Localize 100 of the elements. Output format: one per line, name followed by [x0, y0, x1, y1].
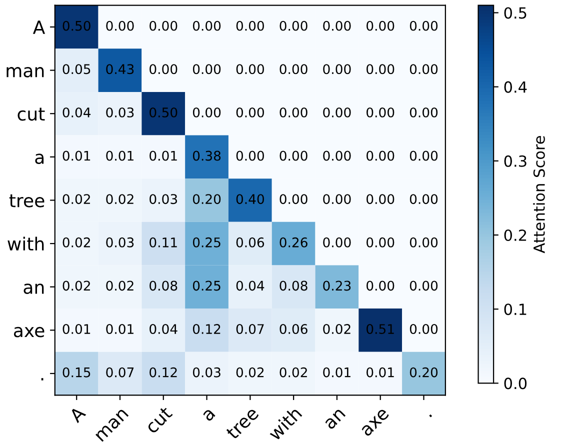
data-label: 0.03: [192, 367, 220, 378]
color-bar-title: Attention Score: [533, 136, 545, 254]
data-label: 0.05: [62, 64, 90, 74]
data-label: 0.00: [236, 150, 264, 161]
data-label: 0.02: [236, 367, 264, 378]
data-label: 0.00: [236, 107, 264, 118]
data-label: 0.26: [280, 237, 308, 248]
data-label: 0.02: [62, 194, 90, 204]
data-label: 0.50: [150, 107, 178, 118]
data-label: 0.00: [366, 64, 394, 74]
data-label: 0.03: [106, 107, 134, 118]
data-label: 0.06: [236, 237, 264, 248]
color-bar-label: 0.1: [504, 304, 526, 316]
data-label: 0.07: [106, 367, 134, 378]
data-label: 0.02: [280, 367, 307, 378]
color-bar-label: 0.3: [504, 155, 526, 167]
x-tick-label: .: [429, 414, 432, 418]
data-label: 0.04: [62, 107, 91, 118]
data-label: 0.38: [192, 150, 221, 161]
data-label: 0.00: [410, 237, 438, 248]
data-label: 0.00: [323, 194, 351, 204]
data-label: 0.00: [410, 194, 438, 204]
data-label: 0.08: [150, 280, 178, 291]
data-label: 0.00: [192, 20, 221, 31]
data-label: 0.00: [323, 20, 351, 31]
data-label: 0.03: [106, 237, 134, 248]
data-label: 0.50: [62, 20, 90, 31]
y-tick-label: axe: [14, 326, 44, 338]
data-label: 0.00: [280, 194, 308, 204]
x-tick-label: cut: [144, 406, 173, 434]
data-label: 0.00: [410, 64, 438, 74]
data-label: 0.00: [323, 64, 351, 74]
y-tick-label: tree: [9, 194, 44, 208]
y-tick-label: A: [32, 20, 46, 34]
data-label: 0.00: [366, 237, 394, 248]
x-tick-label: tree: [226, 406, 260, 440]
data-label: 0.00: [410, 107, 438, 118]
data-label: 0.00: [323, 237, 351, 248]
y-tick-label: with: [8, 236, 44, 250]
data-label: 0.00: [236, 64, 264, 74]
data-label: 0.00: [366, 194, 394, 204]
data-label: 0.00: [150, 64, 178, 74]
data-label: 0.00: [366, 150, 394, 161]
data-label: 0.11: [150, 237, 177, 248]
data-label: 0.02: [62, 237, 90, 248]
x-tick-label: A: [68, 405, 86, 424]
data-label: 0.00: [280, 20, 308, 31]
data-label: 0.02: [106, 194, 134, 204]
y-tick-label: an: [24, 284, 44, 294]
data-label: 0.00: [410, 324, 438, 334]
data-label: 0.02: [62, 280, 90, 291]
x-tick-label: a: [202, 408, 216, 422]
data-label: 0.00: [150, 20, 178, 31]
data-label: 0.43: [106, 64, 134, 74]
data-label: 0.00: [410, 20, 438, 31]
color-bar-label: 0.0: [504, 378, 527, 390]
data-label: 0.00: [280, 64, 308, 74]
data-label: 0.00: [106, 20, 134, 31]
data-label: 0.08: [280, 280, 308, 291]
y-tick-label: man: [6, 67, 44, 78]
data-label: 0.00: [280, 150, 308, 161]
color-bar-label: 0.5: [504, 7, 526, 19]
data-label: 0.01: [323, 367, 350, 378]
data-label: 0.02: [323, 324, 350, 334]
data-label: 0.20: [410, 367, 438, 378]
data-label: 0.02: [106, 280, 134, 291]
data-label: 0.00: [366, 20, 394, 31]
data-label: 0.03: [150, 194, 178, 204]
x-tick-label: with: [267, 406, 302, 442]
data-label: 0.01: [62, 324, 90, 334]
data-label: 0.20: [192, 194, 221, 204]
color-bar-label: 0.4: [504, 81, 527, 93]
x-tick-label: axe: [360, 408, 390, 437]
data-label: 0.00: [366, 280, 394, 291]
data-label: 0.25: [192, 237, 220, 248]
data-label: 0.01: [106, 150, 134, 161]
data-label: 0.01: [150, 150, 177, 161]
data-label: 0.12: [150, 367, 177, 378]
y-tick-label: .: [41, 378, 44, 380]
x-tick-label: an: [324, 408, 346, 430]
color-bar-label: 0.2: [504, 229, 526, 242]
data-label: 0.04: [150, 324, 178, 334]
data-label: 0.00: [236, 20, 264, 31]
data-label: 0.00: [410, 150, 438, 161]
data-label: 0.00: [366, 107, 394, 118]
data-label: 0.00: [323, 107, 351, 118]
y-tick-label: a: [35, 154, 44, 164]
data-label: 0.15: [62, 367, 90, 378]
data-label: 0.00: [192, 107, 221, 118]
data-label: 0.25: [192, 280, 220, 291]
data-label: 0.00: [323, 150, 351, 161]
data-label: 0.23: [323, 280, 351, 291]
y-tick-label: cut: [18, 108, 45, 121]
data-label: 0.01: [366, 367, 394, 378]
data-label: 0.07: [236, 324, 264, 334]
data-label: 0.04: [236, 280, 264, 291]
data-label: 0.12: [192, 324, 220, 334]
data-label: 0.01: [62, 150, 90, 161]
data-label: 0.00: [410, 280, 438, 291]
data-label: 0.40: [236, 194, 264, 204]
